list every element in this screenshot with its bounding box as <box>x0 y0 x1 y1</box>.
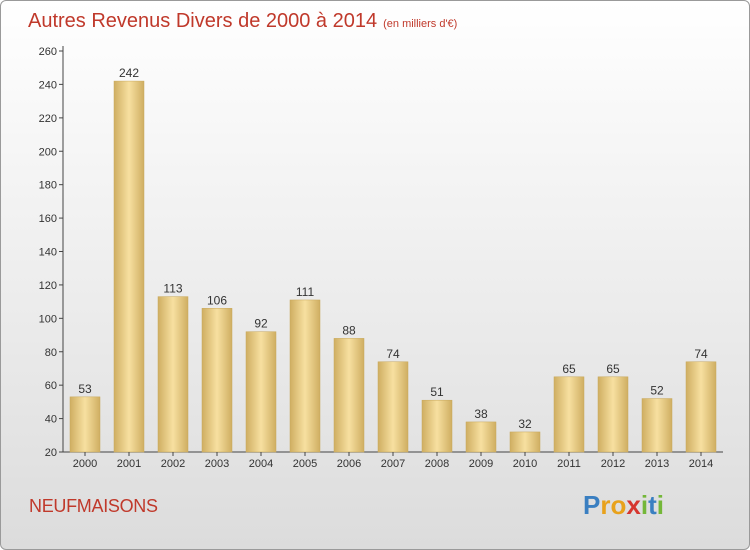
bar <box>289 299 321 453</box>
bar <box>201 308 233 453</box>
bar-value-label: 106 <box>207 293 227 307</box>
x-tick-label: 2011 <box>557 458 581 470</box>
bar-value-label: 32 <box>518 417 532 431</box>
y-tick-label: 120 <box>39 280 57 292</box>
commune-name: NEUFMAISONS <box>29 496 158 516</box>
x-tick-label: 2006 <box>337 458 361 470</box>
y-tick-label: 200 <box>39 146 57 158</box>
x-tick-label: 2014 <box>689 458 713 470</box>
bar <box>421 399 453 453</box>
logo-letter: o <box>610 490 627 520</box>
bar-value-label: 74 <box>386 347 400 361</box>
bar-value-label: 242 <box>119 66 139 80</box>
bar-value-label: 65 <box>562 362 576 376</box>
bar-value-label: 92 <box>254 317 268 331</box>
bar-value-label: 38 <box>474 407 488 421</box>
bar <box>685 361 717 453</box>
chart-title: Autres Revenus Divers de 2000 à 2014 (en … <box>28 10 457 33</box>
y-tick-label: 160 <box>39 213 57 225</box>
x-tick-label: 2012 <box>601 458 625 470</box>
x-tick-label: 2002 <box>161 458 185 470</box>
bar <box>69 396 101 453</box>
bar-value-label: 52 <box>650 384 664 398</box>
bar <box>245 331 277 453</box>
logo-letter: r <box>600 490 611 520</box>
bar-value-label: 53 <box>78 382 92 396</box>
x-tick-label: 2008 <box>425 458 449 470</box>
y-tick-label: 80 <box>45 347 57 359</box>
logo-letter: P <box>583 490 601 520</box>
bar-value-label: 111 <box>296 285 315 299</box>
y-tick-label: 180 <box>39 180 57 192</box>
proxiti-logo: Proxiti <box>583 490 664 521</box>
x-tick-label: 2009 <box>469 458 493 470</box>
x-tick-label: 2010 <box>513 458 537 470</box>
y-tick-label: 20 <box>45 447 57 459</box>
y-tick-label: 60 <box>45 380 57 392</box>
logo-letter: i <box>640 490 649 520</box>
x-tick-label: 2004 <box>249 458 273 470</box>
logo-letter: x <box>626 490 641 520</box>
bar <box>377 361 409 453</box>
bar-value-label: 88 <box>342 323 356 337</box>
logo-letter: i <box>656 490 664 520</box>
x-tick-label: 2013 <box>645 458 669 470</box>
bar <box>553 376 585 453</box>
y-tick-label: 100 <box>39 313 57 325</box>
bar-value-label: 74 <box>694 347 708 361</box>
x-tick-label: 2001 <box>117 458 141 470</box>
title-text: Autres Revenus Divers de 2000 à 2014 <box>28 10 378 32</box>
bar <box>113 80 145 453</box>
y-tick-label: 220 <box>39 113 57 125</box>
bar <box>509 431 541 453</box>
y-tick-label: 140 <box>39 247 57 259</box>
logo-letter: t <box>648 490 657 520</box>
y-tick-label: 40 <box>45 414 57 426</box>
bar-value-label: 65 <box>606 362 620 376</box>
bar-value-label: 51 <box>430 385 444 399</box>
bar <box>333 338 365 453</box>
x-tick-label: 2003 <box>205 458 229 470</box>
x-tick-label: 2007 <box>381 458 405 470</box>
bar <box>157 296 189 453</box>
x-tick-label: 2005 <box>293 458 317 470</box>
bar-value-label: 113 <box>163 282 182 296</box>
x-tick-label: 2000 <box>73 458 97 470</box>
bar <box>641 398 673 453</box>
y-tick-label: 260 <box>39 46 57 58</box>
subtitle-text: (en milliers d'€) <box>383 18 458 30</box>
bar <box>465 421 497 453</box>
bar <box>597 376 629 453</box>
y-tick-label: 240 <box>39 79 57 91</box>
